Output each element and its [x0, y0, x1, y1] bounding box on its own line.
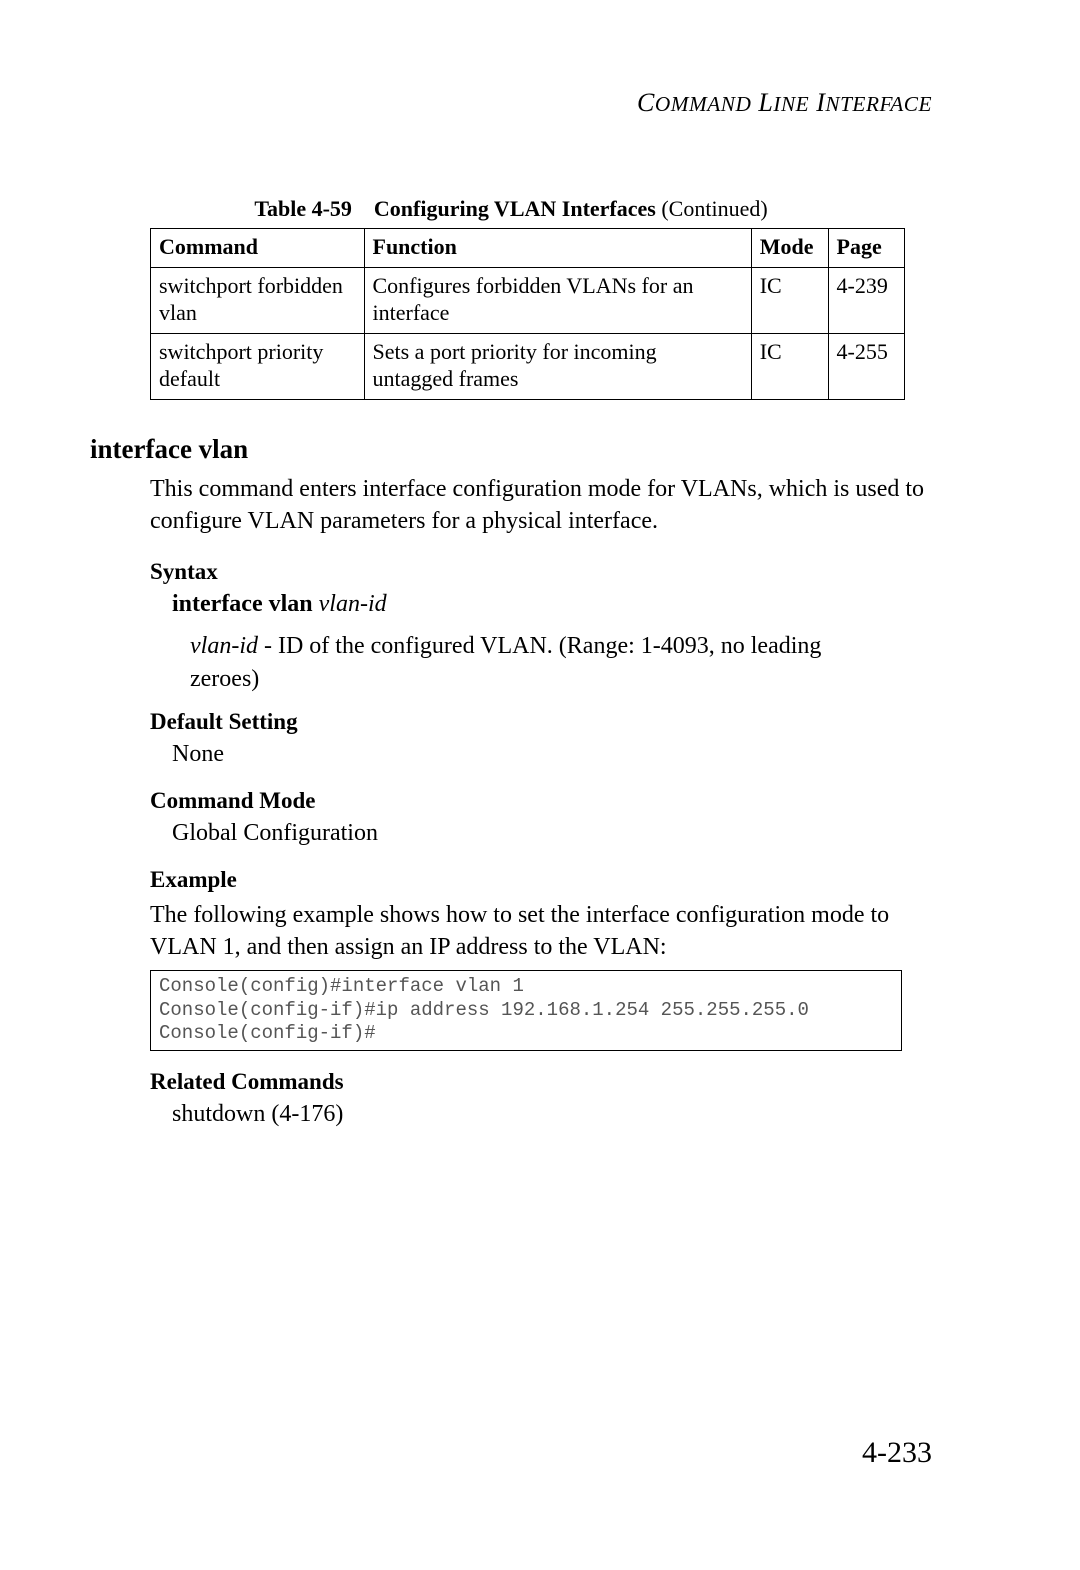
page-number: 4-233 — [862, 1436, 932, 1470]
syntax-arg: vlan-id — [319, 591, 387, 617]
section-intro: This command enters interface configurat… — [150, 473, 932, 538]
table-row: switchport forbidden vlan Configures for… — [151, 267, 905, 333]
running-head: COMMAND LINE INTERFACE — [90, 88, 932, 118]
col-function: Function — [364, 229, 751, 268]
syntax-heading: Syntax — [150, 559, 932, 585]
table-caption-label: Table 4-59 — [254, 196, 352, 221]
table-row: switchport priority default Sets a port … — [151, 333, 905, 399]
example-heading: Example — [150, 867, 932, 893]
syntax-line: interface vlan vlan-id — [172, 591, 932, 618]
cell-function: Sets a port priority for incoming untagg… — [364, 333, 751, 399]
related-heading: Related Commands — [150, 1069, 932, 1095]
cell-command: switchport priority default — [151, 333, 365, 399]
syntax-desc-arg: vlan-id — [190, 633, 258, 659]
syntax-cmd: interface vlan — [172, 591, 313, 617]
table-header-row: Command Function Mode Page — [151, 229, 905, 268]
mode-value: Global Configuration — [172, 820, 932, 847]
related-value: shutdown (4-176) — [172, 1101, 932, 1128]
mode-heading: Command Mode — [150, 788, 932, 814]
section-title: interface vlan — [90, 434, 932, 465]
table-caption-title: Configuring VLAN Interfaces — [374, 196, 656, 221]
col-command: Command — [151, 229, 365, 268]
vlan-commands-table: Command Function Mode Page switchport fo… — [150, 228, 905, 400]
table-caption-suffix: (Continued) — [661, 196, 767, 221]
example-intro: The following example shows how to set t… — [150, 899, 932, 964]
cell-page: 4-239 — [828, 267, 905, 333]
cell-page: 4-255 — [828, 333, 905, 399]
cell-function: Configures forbidden VLANs for an interf… — [364, 267, 751, 333]
example-code: Console(config)#interface vlan 1 Console… — [150, 970, 902, 1051]
running-head-text: COMMAND LINE INTERFACE — [637, 88, 932, 117]
cell-command: switchport forbidden vlan — [151, 267, 365, 333]
syntax-desc: vlan-id - ID of the configured VLAN. (Ra… — [190, 630, 870, 695]
table-caption: Table 4-59 Configuring VLAN Interfaces (… — [90, 196, 932, 222]
syntax-desc-text: - ID of the configured VLAN. (Range: 1-4… — [190, 633, 821, 691]
col-page: Page — [828, 229, 905, 268]
default-heading: Default Setting — [150, 709, 932, 735]
cell-mode: IC — [751, 333, 828, 399]
col-mode: Mode — [751, 229, 828, 268]
default-value: None — [172, 741, 932, 768]
cell-mode: IC — [751, 267, 828, 333]
